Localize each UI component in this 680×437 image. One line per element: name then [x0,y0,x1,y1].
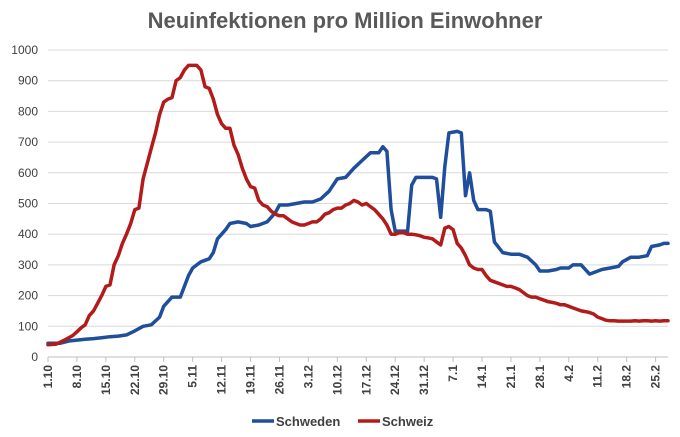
x-tick-label: 18.2 [620,365,634,389]
x-tick-label: 24.12 [388,365,402,395]
x-tick-label: 26.11 [272,365,286,395]
x-tick-label: 29.10 [157,365,171,395]
x-axis-ticks: 1.10 8.10 15.10 22.10 29.10 5.11 12.11 19.11 26.… [41,357,663,395]
y-tick-label: 0 [31,350,38,364]
legend-label-schweiz: Schweiz [382,414,434,429]
x-tick-label: 17.12 [359,365,373,395]
x-tick-label: 14.1 [475,365,489,389]
x-tick-label: 1.10 [41,365,55,389]
y-tick-label: 400 [18,227,38,241]
x-tick-label: 22.10 [128,365,142,395]
y-tick-label: 900 [18,74,38,88]
y-tick-label: 800 [18,104,38,118]
x-tick-label: 10.12 [330,365,344,395]
y-tick-label: 700 [18,135,38,149]
legend-label-schweden: Schweden [276,414,340,429]
series-line-schweiz [46,63,670,347]
legend: Schweden Schweiz [252,414,434,429]
x-tick-label: 31.12 [417,365,431,395]
y-tick-label: 500 [18,197,38,211]
y-tick-label: 200 [18,289,38,303]
x-tick-label: 25.2 [649,365,663,389]
y-tick-label: 600 [18,166,38,180]
x-tick-label: 8.10 [70,365,84,389]
series-lines [46,63,670,347]
y-tick-label: 100 [18,319,38,333]
chart-title: Neuinfektionen pro Million Einwohner [148,8,543,33]
y-tick-label: 300 [18,258,38,272]
x-tick-label: 12.11 [215,365,229,395]
x-tick-label: 3.12 [301,365,315,389]
x-tick-label: 5.11 [186,365,200,388]
x-tick-label: 11.2 [591,365,605,388]
y-axis-ticks: 0 100 200 300 400 500 600 700 800 900 1000 [11,43,38,364]
x-tick-label: 15.10 [99,365,113,395]
x-tick-label: 19.11 [244,365,258,395]
series-line-schweden [46,129,670,345]
x-tick-label: 28.1 [533,365,547,389]
x-tick-label: 4.2 [562,365,576,382]
y-tick-label: 1000 [11,43,38,57]
x-tick-label: 21.1 [504,365,518,389]
x-tick-label: 7.1 [446,365,460,382]
